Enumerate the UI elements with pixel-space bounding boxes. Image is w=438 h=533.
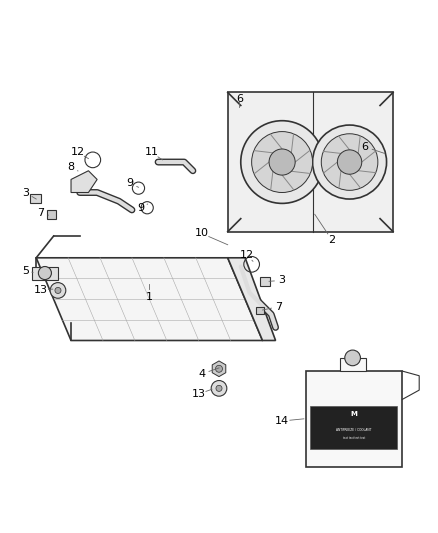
Text: 10: 10 [194, 229, 208, 238]
Circle shape [215, 365, 223, 372]
Text: 14: 14 [275, 416, 289, 426]
Polygon shape [228, 258, 276, 341]
Circle shape [55, 287, 61, 294]
Bar [256, 306, 264, 314]
Text: 3: 3 [22, 188, 29, 198]
Text: 1: 1 [146, 292, 153, 302]
Bar [260, 277, 270, 286]
Polygon shape [32, 266, 58, 279]
Text: text text text text: text text text text [343, 437, 365, 440]
Circle shape [50, 282, 66, 298]
Circle shape [269, 149, 295, 175]
Bar [30, 194, 41, 204]
Text: 13: 13 [191, 389, 205, 399]
Text: ANTIFREEZE / COOLANT: ANTIFREEZE / COOLANT [336, 427, 371, 432]
FancyBboxPatch shape [228, 92, 393, 232]
Circle shape [252, 132, 313, 192]
Bar [311, 406, 397, 449]
Circle shape [313, 125, 387, 199]
Text: 6: 6 [236, 94, 243, 104]
Text: 8: 8 [67, 162, 74, 172]
Circle shape [345, 350, 360, 366]
Bar [306, 371, 402, 467]
Circle shape [39, 266, 51, 279]
Text: 13: 13 [34, 285, 48, 295]
Bar [47, 210, 56, 219]
Circle shape [241, 120, 323, 204]
Polygon shape [71, 171, 97, 192]
Circle shape [211, 381, 227, 396]
Text: 12: 12 [239, 250, 254, 260]
Circle shape [216, 385, 222, 391]
Circle shape [337, 150, 362, 174]
Circle shape [321, 134, 378, 190]
Text: 3: 3 [279, 276, 286, 286]
Bar [339, 358, 366, 371]
Text: 7: 7 [276, 302, 283, 312]
Text: 2: 2 [328, 236, 336, 245]
Text: 12: 12 [71, 148, 85, 157]
Polygon shape [36, 258, 262, 341]
Polygon shape [212, 361, 226, 377]
Text: 7: 7 [37, 208, 44, 219]
Text: 5: 5 [22, 266, 29, 276]
Text: 11: 11 [145, 148, 159, 157]
Text: 9: 9 [126, 178, 133, 188]
Text: 4: 4 [198, 369, 205, 379]
Text: 9: 9 [137, 203, 144, 213]
Text: M: M [350, 411, 357, 417]
Text: 6: 6 [361, 142, 368, 152]
